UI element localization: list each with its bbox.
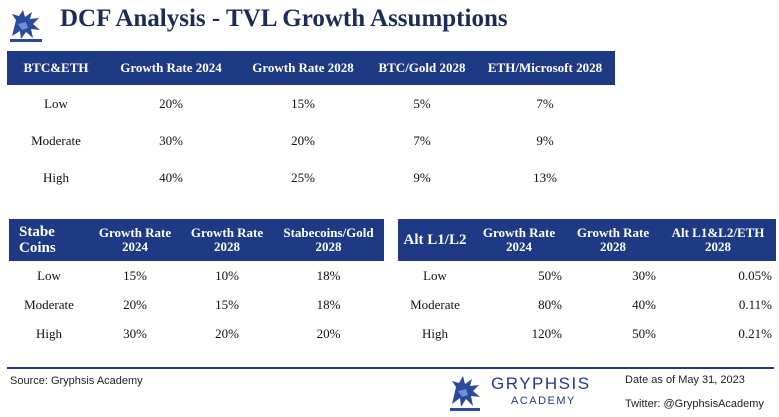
value-cell: 0.11% — [738, 296, 772, 312]
header-cell: Alt L1/L2 — [398, 219, 472, 261]
table-row: Moderate 20% 15% 18% — [9, 290, 384, 319]
value-cell: 9% — [413, 169, 431, 185]
brand-name: GRYPHSIS — [491, 374, 591, 393]
value-cell: 7% — [413, 132, 431, 148]
value-cell: 13% — [533, 169, 557, 185]
header-cell: Growth Rate 2024 — [105, 51, 237, 85]
value-cell: 30% — [632, 267, 656, 283]
value-cell: 20% — [291, 132, 315, 148]
value-cell: 10% — [215, 267, 239, 283]
value-cell: 15% — [123, 267, 147, 283]
value-cell: 80% — [538, 296, 562, 312]
header-cell: Stabecoins/Gold 2028 — [273, 219, 384, 261]
table-header-row: BTC&ETH Growth Rate 2024 Growth Rate 202… — [7, 51, 615, 85]
value-cell: 18% — [316, 296, 341, 312]
griffin-logo-icon — [450, 376, 480, 411]
griffin-logo-icon — [6, 6, 46, 44]
alt-l1-l2-table: Alt L1/L2 Growth Rate 2024 Growth Rate 2… — [398, 219, 776, 348]
value-cell: 15% — [291, 95, 315, 111]
value-cell: 0.05% — [738, 267, 772, 283]
table-row: Low 50% 30% 0.05% — [398, 261, 776, 290]
table-row: Moderate 30% 20% 7% 9% — [7, 122, 615, 159]
value-cell: 0.21% — [738, 325, 772, 341]
table-row: High 120% 50% 0.21% — [398, 319, 776, 348]
value-cell: 30% — [159, 132, 183, 148]
header-cell: Stabe Coins — [9, 219, 89, 261]
value-cell: 5% — [413, 95, 431, 111]
table-header-row: Alt L1/L2 Growth Rate 2024 Growth Rate 2… — [398, 219, 776, 261]
value-cell: 7% — [536, 95, 554, 111]
value-cell: 20% — [123, 296, 147, 312]
brand-logo: GRYPHSIS ACADEMY — [447, 372, 597, 414]
value-cell: 50% — [632, 325, 656, 341]
scenario-cell: High — [43, 169, 69, 185]
value-cell: 15% — [215, 296, 239, 312]
value-cell: 20% — [215, 325, 239, 341]
scenario-cell: High — [36, 325, 62, 341]
header-cell: Growth Rate 2024 — [89, 219, 181, 261]
table-row: Low 20% 15% 5% 7% — [7, 85, 615, 122]
footer-divider — [7, 367, 774, 369]
page-title: DCF Analysis - TVL Growth Assumptions — [60, 5, 508, 32]
scenario-cell: Low — [37, 267, 61, 283]
scenario-cell: Moderate — [31, 132, 81, 148]
header-cell: BTC/Gold 2028 — [369, 51, 475, 85]
scenario-cell: Low — [423, 267, 447, 283]
header-cell: Growth Rate 2028 — [237, 51, 369, 85]
scenario-cell: Low — [44, 95, 68, 111]
scenario-cell: High — [422, 325, 448, 341]
table-row: High 30% 20% 20% — [9, 319, 384, 348]
value-cell: 20% — [316, 325, 341, 341]
value-cell: 40% — [159, 169, 183, 185]
header-cell: Growth Rate 2028 — [566, 219, 660, 261]
table-row: Moderate 80% 40% 0.11% — [398, 290, 776, 319]
scenario-cell: Moderate — [24, 296, 74, 312]
twitter-handle: Twitter: @GryphsisAcademy — [625, 398, 764, 410]
btc-eth-table: BTC&ETH Growth Rate 2024 Growth Rate 202… — [7, 51, 615, 196]
source-note: Source: Gryphsis Academy — [10, 375, 143, 387]
value-cell: 18% — [316, 267, 341, 283]
header-cell: Growth Rate 2028 — [181, 219, 273, 261]
brand-subtitle: ACADEMY — [511, 395, 576, 407]
table-header-row: Stabe Coins Growth Rate 2024 Growth Rate… — [9, 219, 384, 261]
header-cell: Growth Rate 2024 — [472, 219, 566, 261]
value-cell: 20% — [159, 95, 183, 111]
value-cell: 25% — [291, 169, 315, 185]
scenario-cell: Moderate — [410, 296, 460, 312]
value-cell: 40% — [632, 296, 656, 312]
value-cell: 120% — [531, 325, 562, 341]
header-cell: ETH/Microsoft 2028 — [475, 51, 615, 85]
header-cell: BTC&ETH — [7, 51, 105, 85]
header-cell: Alt L1&L2/ETH 2028 — [660, 219, 776, 261]
value-cell: 9% — [536, 132, 554, 148]
date-note: Date as of May 31, 2023 — [625, 374, 745, 386]
value-cell: 30% — [123, 325, 147, 341]
table-row: Low 15% 10% 18% — [9, 261, 384, 290]
stablecoins-table: Stabe Coins Growth Rate 2024 Growth Rate… — [9, 219, 384, 348]
table-row: High 40% 25% 9% 13% — [7, 159, 615, 196]
value-cell: 50% — [538, 267, 562, 283]
